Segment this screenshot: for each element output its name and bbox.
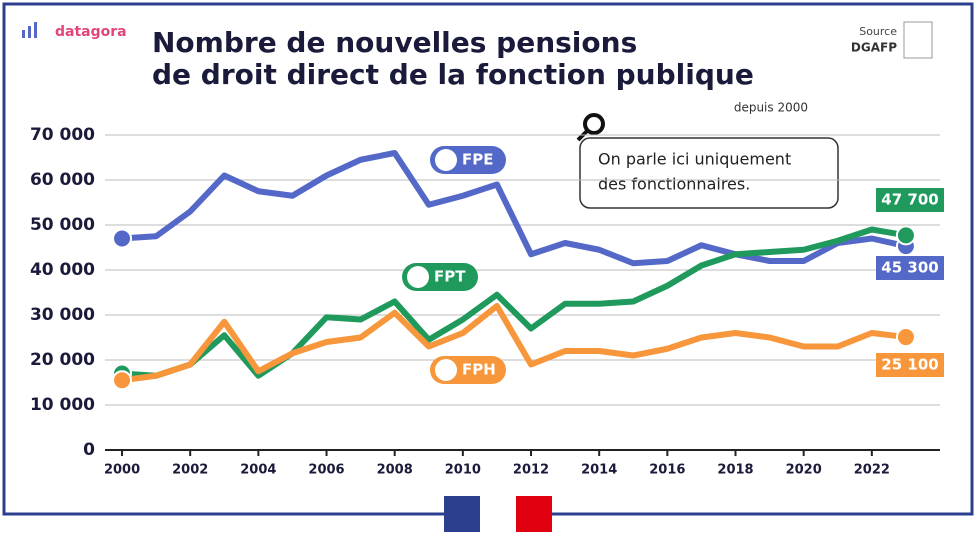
source-label: Source [859,25,897,38]
x-tick-label: 2006 [308,463,344,478]
x-tick-label: 2022 [854,463,890,478]
x-tick-label: 2016 [649,463,685,478]
y-tick-label: 70 000 [30,125,95,145]
x-tick-label: 2000 [104,463,140,478]
x-tick-label: 2014 [581,463,617,478]
x-tick-label: 2010 [445,463,481,478]
point [895,225,916,246]
annotation-box [579,137,839,209]
marianne-logo [444,496,552,532]
title: Nombre de nouvelles pensions [152,26,637,59]
point [112,228,133,249]
point [112,370,133,391]
legend-label: FPT [434,268,466,286]
x-tick-label: 2018 [717,463,753,478]
x-tick-label: 2004 [240,463,276,478]
legend-icon [407,266,429,288]
logo-icon [22,22,37,38]
title: de droit direct de la fonction publique [152,58,754,91]
series-line [121,303,907,384]
y-tick-label: 50 000 [30,215,95,235]
value-label-box [876,353,944,377]
value-label-box [876,256,944,280]
point [895,327,916,348]
value-label-box [876,188,944,212]
series-line [121,226,907,379]
annotation: des fonctionnaires. [598,175,750,194]
y-tick-label: 0 [83,440,95,460]
value-label: 45 300 [881,259,938,277]
x-tick-label: 2012 [513,463,549,478]
source-logo [903,21,933,59]
legend-icon [435,359,457,381]
magnifier-icon [583,113,605,135]
x-tick-label: 2002 [172,463,208,478]
y-tick-label: 40 000 [30,260,95,280]
x-tick-label: 2008 [377,463,413,478]
annotation: On parle ici uniquement [598,150,791,169]
value-label: 47 700 [881,191,938,209]
source: DGAFP [851,41,897,55]
subtitle: depuis 2000 [734,101,808,115]
brand: datagora [55,24,127,40]
legend-label: FPH [462,361,496,379]
series-line [121,150,907,267]
y-tick-label: 10 000 [30,395,95,415]
x-tick-label: 2020 [786,463,822,478]
y-tick-label: 30 000 [30,305,95,325]
y-tick-label: 20 000 [30,350,95,370]
y-tick-label: 60 000 [30,170,95,190]
legend-label: FPE [462,151,494,169]
legend-icon [435,149,457,171]
value-label: 25 100 [881,356,938,374]
